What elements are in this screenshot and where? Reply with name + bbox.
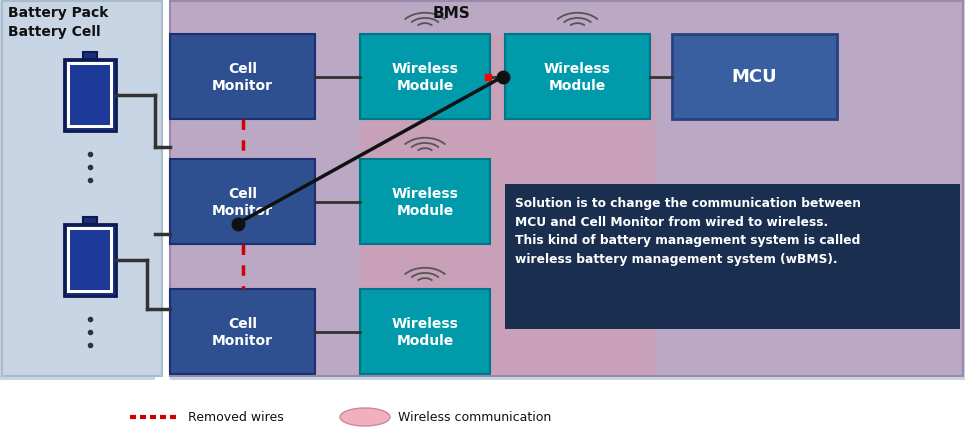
Text: Battery Cell: Battery Cell [8,25,100,39]
Bar [83,218,97,224]
Bar [360,35,490,120]
Bar [170,35,315,120]
Bar [64,60,116,132]
Bar [155,0,170,380]
Text: BMS: BMS [433,6,471,21]
Bar [67,227,113,293]
Bar [70,66,110,126]
Bar [67,63,113,129]
Bar [64,224,116,296]
Text: Removed wires: Removed wires [188,411,284,424]
Text: Cell
Monitor: Cell Monitor [212,62,273,92]
Bar [505,184,960,329]
Ellipse shape [340,408,390,426]
Bar [2,2,162,376]
Bar [360,160,490,244]
Bar [170,160,315,244]
Bar [505,35,650,120]
Text: Solution is to change the communication between
MCU and Cell Monitor from wired : Solution is to change the communication … [515,197,861,265]
Bar [170,289,315,374]
Bar [672,35,837,120]
Text: Cell
Monitor: Cell Monitor [212,316,273,347]
Text: Cell
Monitor: Cell Monitor [212,187,273,217]
Text: Wireless
Module: Wireless Module [392,187,458,217]
Bar [0,0,965,380]
Bar [360,289,490,374]
Text: Wireless
Module: Wireless Module [392,316,458,347]
Text: Wireless
Module: Wireless Module [392,62,458,92]
Bar [360,35,655,375]
Text: Battery Pack: Battery Pack [8,6,108,20]
Bar [170,2,963,376]
Text: MCU: MCU [731,68,778,86]
Bar [70,230,110,290]
Text: Wireless communication: Wireless communication [398,411,551,424]
Bar [83,53,97,60]
Text: Wireless
Module: Wireless Module [544,62,611,92]
